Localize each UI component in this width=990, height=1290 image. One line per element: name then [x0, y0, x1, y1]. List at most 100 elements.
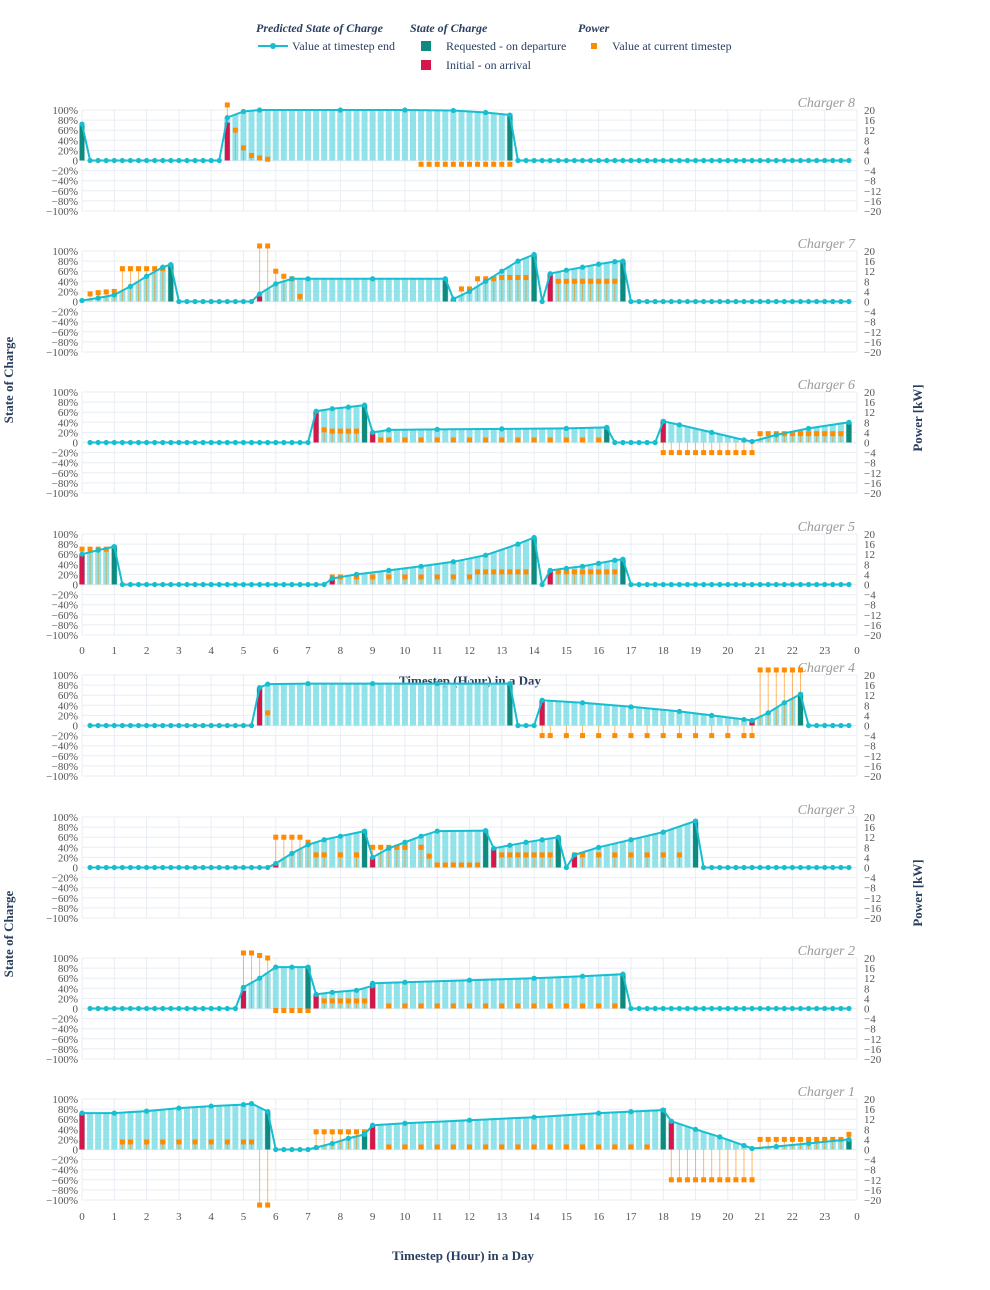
soc-point: [628, 1109, 634, 1115]
departure-soc-bar: [531, 253, 537, 302]
soc-point: [652, 1005, 658, 1012]
soc-fill-bar: [369, 683, 376, 726]
soc-fill-bar: [563, 428, 570, 443]
soc-fill-bar: [595, 427, 602, 443]
soc-fill-bar: [87, 1113, 94, 1150]
soc-point: [571, 157, 578, 164]
soc-point: [805, 425, 812, 431]
soc-fill-bar: [482, 683, 489, 726]
power-marker: [458, 862, 464, 868]
soc-point: [539, 837, 545, 843]
soc-fill-bar: [684, 426, 691, 443]
soc-fill-bar: [474, 1119, 481, 1150]
soc-point: [224, 581, 230, 588]
power-marker: [539, 852, 545, 858]
power-marker: [563, 733, 569, 739]
power-tick-label: 12: [864, 125, 875, 137]
soc-point: [676, 1005, 682, 1012]
soc-fill-bar: [377, 110, 384, 161]
departure-soc-bar: [660, 1108, 666, 1150]
departure-soc-bar: [555, 836, 561, 868]
soc-point: [692, 298, 699, 305]
power-marker: [386, 437, 392, 443]
power-tick-label: 8: [864, 983, 870, 995]
departure-soc-bar: [797, 692, 803, 726]
soc-point: [119, 1005, 125, 1012]
power-tick-label: 12: [864, 266, 875, 278]
power-marker: [797, 667, 803, 673]
soc-fill-bar: [418, 1122, 425, 1150]
power-tick-label: 12: [864, 832, 875, 844]
power-marker: [612, 569, 618, 575]
soc-fill-bar: [337, 278, 344, 302]
x-tick-label: 1: [112, 645, 118, 657]
soc-fill-bar: [555, 428, 562, 443]
power-marker: [499, 161, 505, 167]
soc-fill-bar: [401, 278, 408, 302]
soc-point: [644, 439, 650, 446]
soc-tick-label: −100%: [46, 771, 78, 783]
soc-point: [547, 157, 553, 164]
power-marker: [773, 1136, 779, 1142]
soc-point: [515, 258, 521, 264]
soc-fill-bar: [409, 567, 416, 585]
soc-fill-bar: [385, 1124, 392, 1150]
power-marker: [660, 733, 666, 739]
power-marker: [467, 1144, 472, 1150]
soc-tick-label: 40%: [58, 135, 78, 147]
soc-point: [846, 864, 852, 871]
soc-fill-bar: [393, 683, 400, 726]
power-marker: [321, 1129, 327, 1135]
soc-line: [81, 253, 849, 303]
power-marker: [515, 1003, 521, 1009]
power-marker: [733, 450, 739, 456]
power-marker: [273, 1008, 279, 1014]
power-marker: [127, 1139, 133, 1145]
soc-point: [111, 722, 117, 729]
soc-fill-bar: [676, 826, 683, 868]
power-marker: [580, 1144, 586, 1150]
power-marker: [580, 437, 586, 443]
soc-point: [265, 1109, 271, 1115]
soc-fill-bar: [345, 834, 352, 868]
x-tick-label: 5: [241, 1211, 247, 1223]
soc-point: [87, 157, 93, 164]
soc-fill-bar: [95, 1113, 102, 1150]
x-tick-label: 3: [176, 1211, 182, 1223]
soc-fill-bar: [256, 1107, 263, 1150]
power-tick-label: −20: [864, 630, 882, 642]
soc-point: [822, 298, 828, 305]
power-marker: [345, 998, 351, 1004]
soc-point: [660, 298, 666, 305]
soc-fill-bar: [272, 110, 279, 161]
soc-fill-bar: [296, 278, 303, 302]
x-tick-label: 2: [144, 645, 150, 657]
soc-tick-label: −60%: [52, 468, 78, 480]
soc-point: [232, 298, 238, 305]
soc-fill-bar: [555, 701, 562, 726]
soc-tick-label: −80%: [52, 196, 78, 208]
departure-soc-bar: [604, 426, 610, 443]
x-tick-label: 2: [144, 1211, 150, 1223]
soc-fill-bar: [684, 823, 691, 868]
soc-fill-bar: [361, 573, 368, 585]
power-marker: [604, 278, 610, 284]
soc-point: [814, 864, 820, 871]
x-tick-label: 10: [399, 645, 411, 657]
power-marker: [668, 450, 674, 456]
power-tick-label: −12: [864, 751, 881, 763]
soc-point: [515, 722, 521, 729]
power-marker: [628, 1144, 634, 1150]
power-tick-label: 0: [864, 156, 870, 168]
soc-fill-bar: [200, 1106, 207, 1150]
soc-fill-bar: [345, 278, 352, 302]
soc-point: [717, 1134, 723, 1140]
power-marker: [499, 852, 505, 858]
soc-point: [701, 581, 707, 588]
power-marker: [353, 998, 359, 1004]
arrival-soc-bar: [370, 857, 376, 868]
soc-point: [587, 157, 594, 164]
soc-point: [684, 581, 691, 588]
soc-point: [523, 722, 529, 729]
